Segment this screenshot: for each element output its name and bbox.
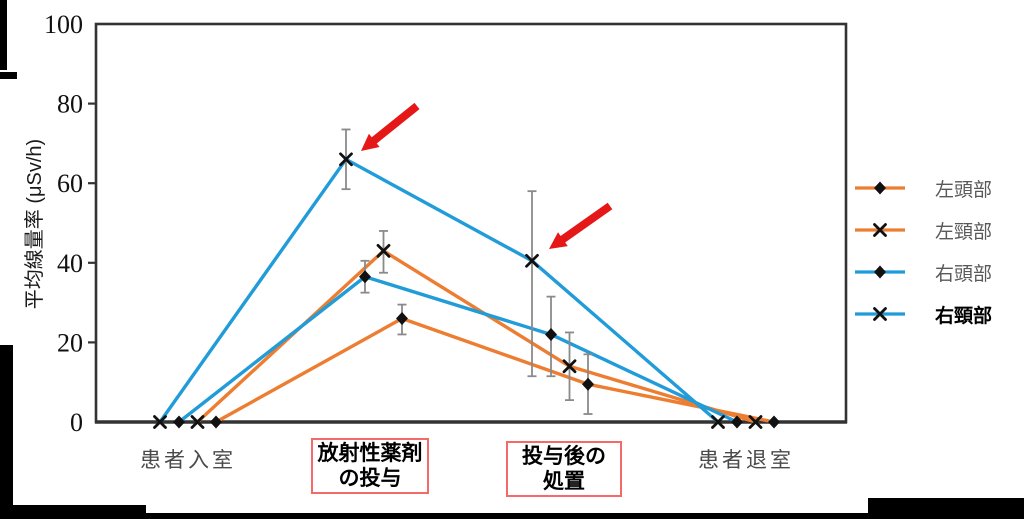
legend-marker-right-neck-icon bbox=[853, 305, 907, 323]
marker-diamond-icon bbox=[582, 378, 594, 391]
legend-item-right-neck: 右頸部 bbox=[853, 293, 992, 335]
legend-item-left-neck: 左頸部 bbox=[853, 209, 992, 251]
legend-label: 左頭部 bbox=[935, 175, 992, 202]
legend-marker-left-head-icon bbox=[853, 179, 907, 197]
x-label-radiopharmaceutical-administration: 放射性薬剤 の投与 bbox=[311, 438, 429, 494]
marker-diamond-icon bbox=[768, 416, 780, 429]
x-label-patient-exit: 患者退室 bbox=[671, 444, 821, 474]
marker-diamond-icon bbox=[874, 266, 886, 279]
y-tick-label: 20 bbox=[57, 328, 83, 357]
legend-label: 右頭部 bbox=[935, 259, 992, 286]
y-axis-title: 平均線量率 (μSv/h) bbox=[18, 106, 42, 342]
legend-item-left-head: 左頭部 bbox=[853, 167, 992, 209]
plot-border bbox=[96, 24, 846, 422]
x-label-line: 患者退室 bbox=[671, 444, 821, 474]
y-tick-label: 100 bbox=[44, 10, 83, 39]
legend-marker-right-head-icon bbox=[853, 263, 907, 281]
x-label-line: 患者入室 bbox=[113, 444, 263, 474]
x-label-patient-entry: 患者入室 bbox=[113, 444, 263, 474]
series-line-右頸部 bbox=[160, 159, 718, 422]
y-tick-label: 0 bbox=[70, 408, 83, 437]
legend-label: 左頸部 bbox=[935, 217, 992, 244]
annotation-arrow-shaft bbox=[373, 106, 417, 142]
y-tick-label: 40 bbox=[57, 249, 83, 278]
legend-marker-left-neck-icon bbox=[853, 221, 907, 239]
marker-diamond-icon bbox=[396, 312, 408, 325]
x-label-line: 放射性薬剤 bbox=[313, 441, 427, 466]
x-label-post-administration-care: 投与後の 処置 bbox=[506, 441, 622, 497]
marker-diamond-icon bbox=[874, 182, 886, 195]
x-label-line: 投与後の bbox=[508, 444, 620, 469]
series-line-左頭部 bbox=[216, 319, 774, 422]
y-tick-label: 80 bbox=[57, 90, 83, 119]
annotation-arrow-shaft bbox=[561, 206, 610, 240]
marker-diamond-icon bbox=[210, 416, 222, 429]
x-label-line: の投与 bbox=[313, 466, 427, 491]
y-tick-label: 60 bbox=[57, 169, 83, 198]
marker-diamond-icon bbox=[545, 328, 557, 341]
x-label-line: 処置 bbox=[508, 469, 620, 494]
legend-label: 右頸部 bbox=[935, 301, 992, 328]
legend: 左頭部 左頸部 右頭部 右頸部 bbox=[853, 167, 992, 335]
series-line-左頸部 bbox=[198, 251, 756, 422]
legend-item-right-head: 右頭部 bbox=[853, 251, 992, 293]
